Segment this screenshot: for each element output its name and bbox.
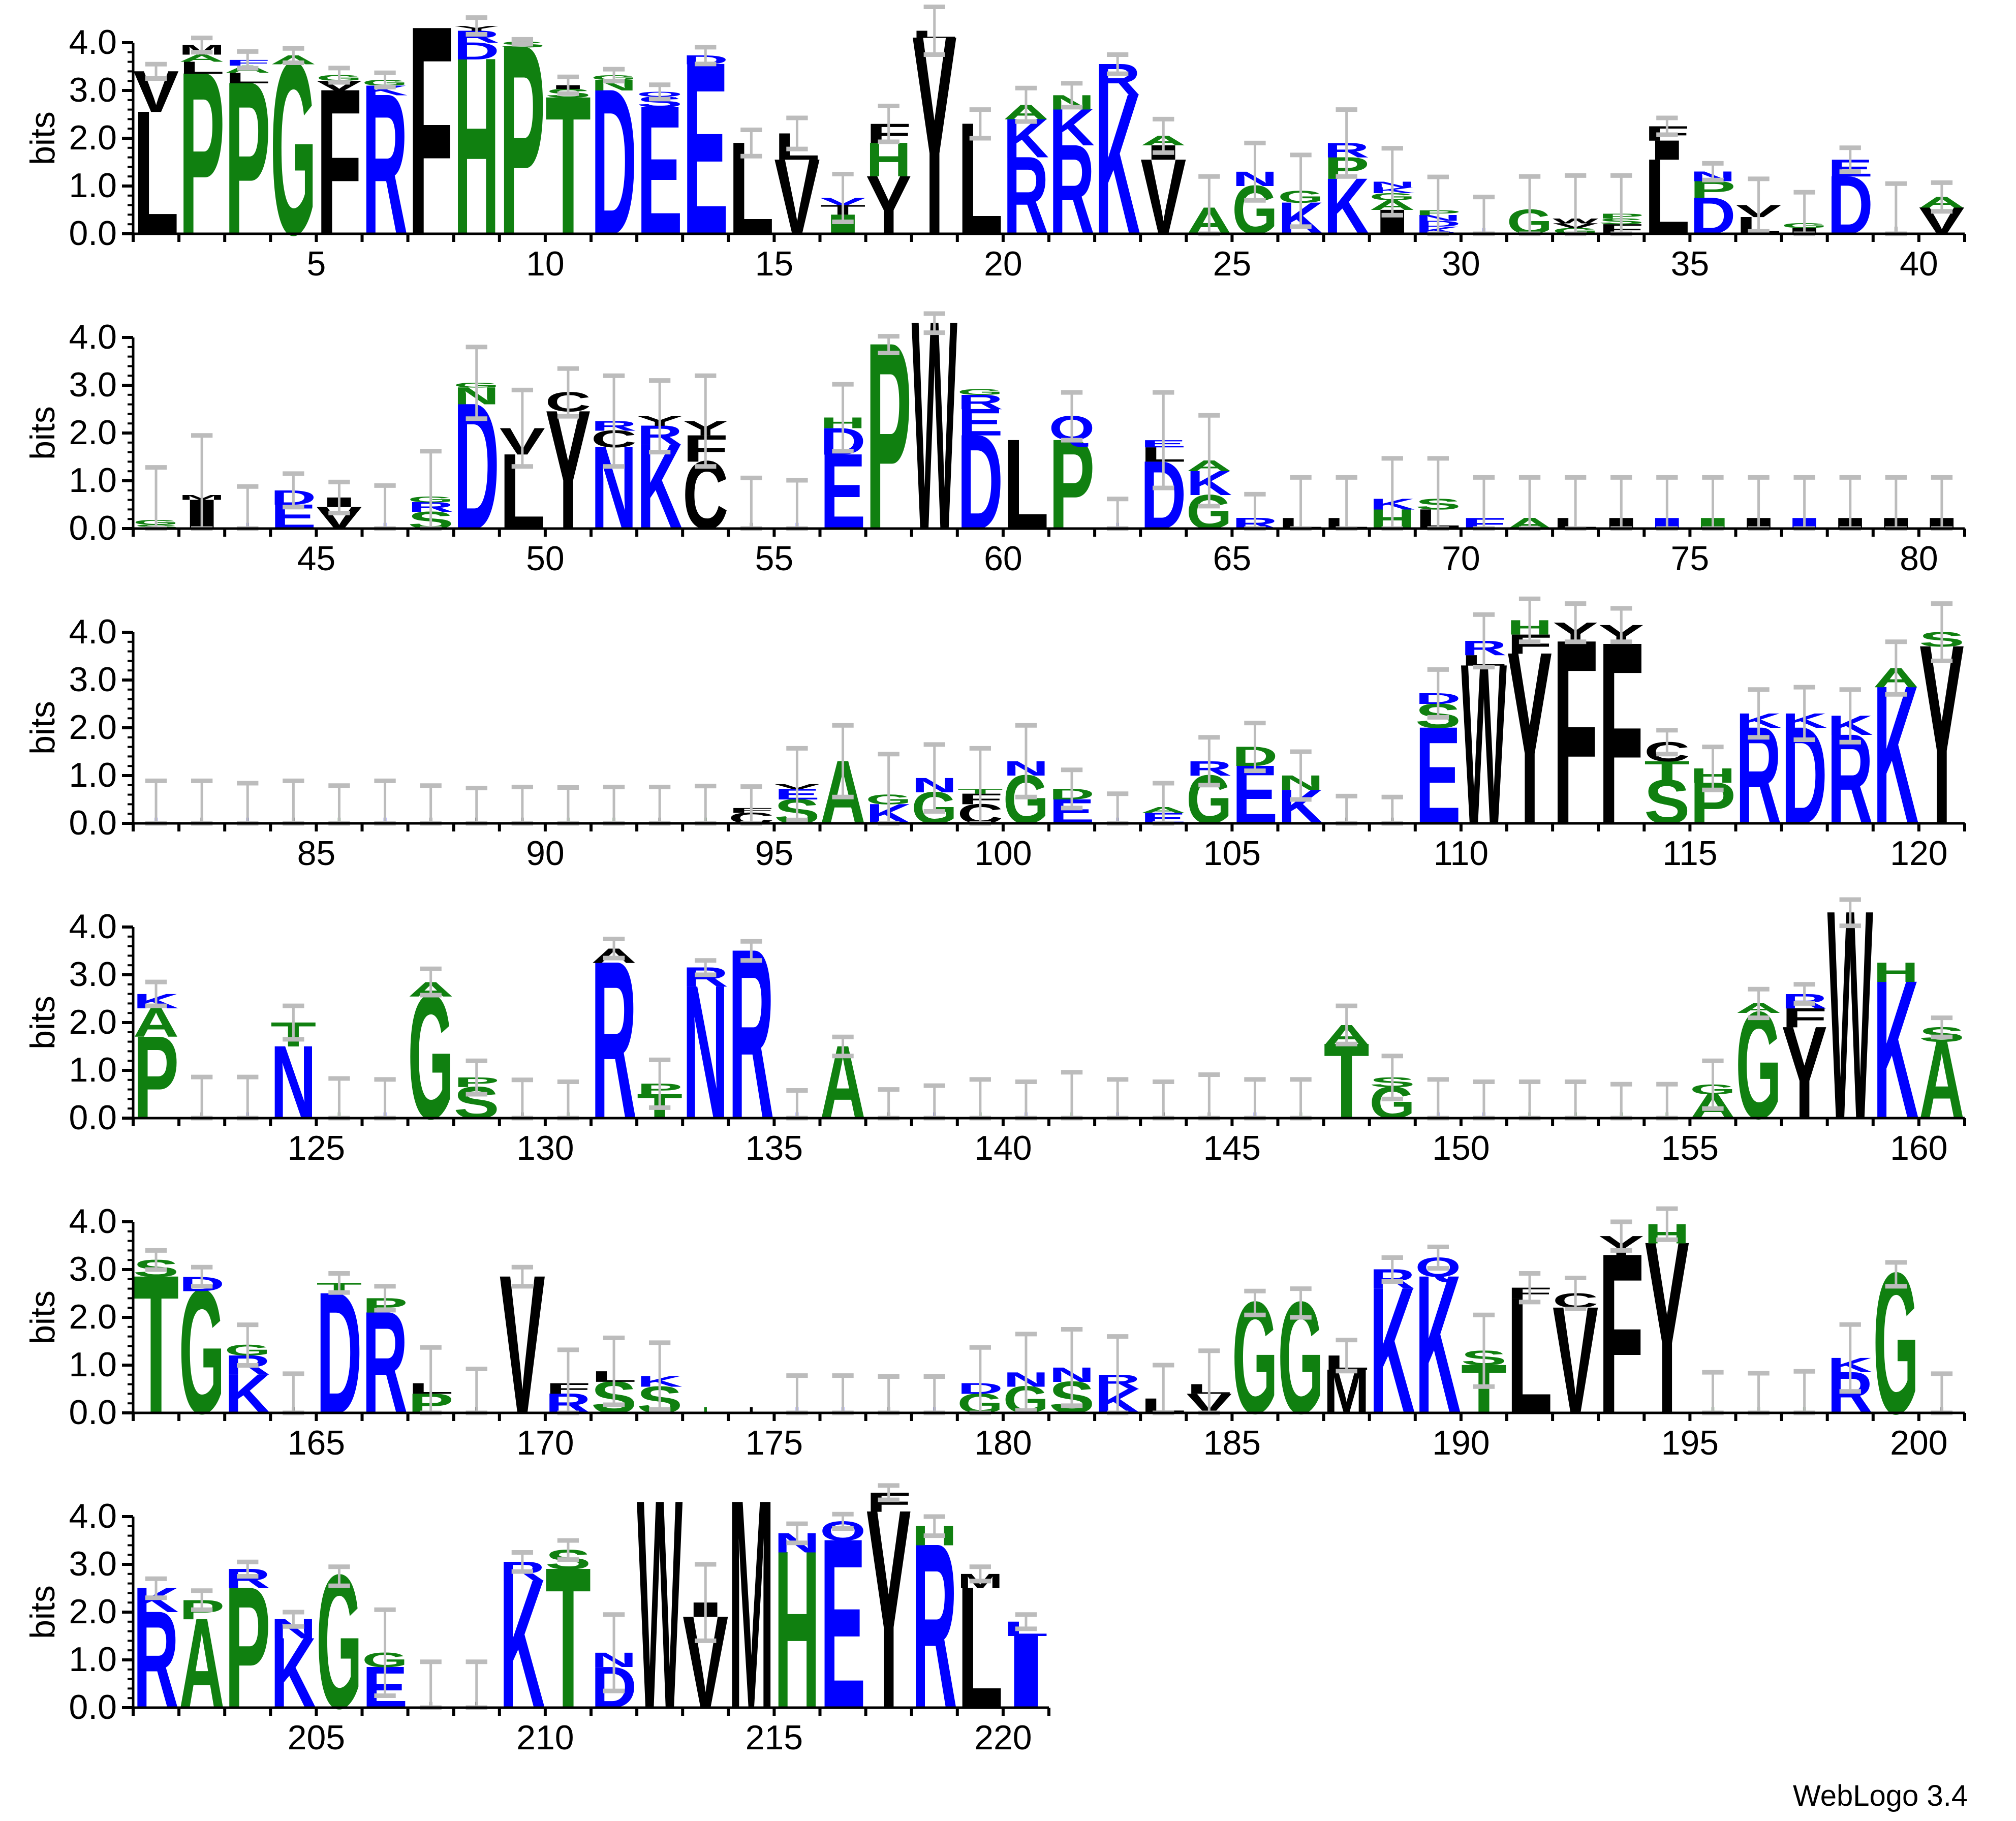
svg-text:60: 60 [984, 539, 1022, 578]
svg-text:195: 195 [1661, 1424, 1719, 1462]
svg-text:WebLogo 3.4: WebLogo 3.4 [1793, 1779, 1968, 1812]
svg-text:125: 125 [288, 1129, 345, 1167]
svg-text:1.0: 1.0 [69, 756, 117, 794]
svg-text:4.0: 4.0 [69, 318, 117, 356]
svg-text:bits: bits [23, 996, 62, 1050]
svg-text:155: 155 [1661, 1129, 1719, 1167]
svg-text:0.0: 0.0 [69, 804, 117, 842]
svg-text:2.0: 2.0 [69, 1592, 117, 1631]
svg-text:65: 65 [1213, 539, 1252, 578]
svg-text:100: 100 [974, 834, 1032, 873]
svg-text:bits: bits [23, 1290, 62, 1344]
svg-text:3.0: 3.0 [69, 1250, 117, 1288]
svg-text:1.0: 1.0 [69, 1345, 117, 1384]
svg-text:35: 35 [1671, 244, 1710, 283]
svg-text:1.0: 1.0 [69, 166, 117, 205]
svg-text:1.0: 1.0 [69, 461, 117, 500]
svg-text:4.0: 4.0 [69, 907, 117, 946]
svg-text:bits: bits [23, 701, 62, 755]
svg-text:20: 20 [984, 244, 1022, 283]
svg-text:95: 95 [755, 834, 794, 873]
svg-text:H: H [1873, 956, 1919, 988]
svg-text:80: 80 [1900, 539, 1938, 578]
svg-text:2.0: 2.0 [69, 1298, 117, 1336]
svg-text:2.0: 2.0 [69, 708, 117, 747]
svg-text:130: 130 [516, 1129, 574, 1167]
svg-text:T: T [957, 788, 1007, 795]
svg-text:75: 75 [1671, 539, 1710, 578]
svg-text:4.0: 4.0 [69, 612, 117, 651]
svg-text:bits: bits [23, 406, 62, 460]
svg-text:2.0: 2.0 [69, 118, 117, 157]
svg-text:85: 85 [297, 834, 336, 873]
svg-text:120: 120 [1890, 834, 1947, 873]
svg-text:5: 5 [306, 244, 326, 283]
svg-text:1.0: 1.0 [69, 1640, 117, 1679]
svg-text:165: 165 [288, 1424, 345, 1462]
svg-text:30: 30 [1442, 244, 1480, 283]
svg-text:bits: bits [23, 111, 62, 165]
svg-text:50: 50 [526, 539, 565, 578]
svg-text:215: 215 [746, 1718, 803, 1757]
svg-text:2.0: 2.0 [69, 413, 117, 452]
svg-text:4.0: 4.0 [69, 23, 117, 61]
svg-text:0.0: 0.0 [69, 509, 117, 547]
svg-text:bits: bits [23, 1585, 62, 1639]
svg-text:90: 90 [526, 834, 565, 873]
svg-text:3.0: 3.0 [69, 955, 117, 994]
svg-text:P: P [866, 286, 912, 585]
svg-text:220: 220 [974, 1718, 1032, 1757]
svg-text:40: 40 [1900, 244, 1938, 283]
svg-text:15: 15 [755, 244, 794, 283]
svg-text:2.0: 2.0 [69, 1003, 117, 1041]
svg-text:W: W [912, 258, 958, 592]
svg-text:210: 210 [516, 1718, 574, 1757]
svg-text:0.0: 0.0 [69, 1688, 117, 1726]
svg-text:70: 70 [1442, 539, 1480, 578]
svg-text:L: L [1003, 412, 1049, 556]
svg-text:G: G [957, 388, 1003, 397]
svg-text:55: 55 [755, 539, 794, 578]
svg-text:170: 170 [516, 1424, 574, 1462]
svg-text:4.0: 4.0 [69, 1497, 117, 1535]
svg-text:0.0: 0.0 [69, 1393, 117, 1432]
svg-text:1.0: 1.0 [69, 1051, 117, 1089]
svg-text:180: 180 [974, 1424, 1032, 1462]
svg-text:200: 200 [1890, 1424, 1947, 1462]
svg-text:135: 135 [746, 1129, 803, 1167]
svg-text:W: W [637, 1437, 683, 1771]
svg-text:25: 25 [1213, 244, 1252, 283]
svg-text:3.0: 3.0 [69, 1545, 117, 1583]
svg-text:110: 110 [1434, 834, 1488, 873]
svg-text:F: F [408, 0, 454, 297]
svg-text:145: 145 [1203, 1129, 1261, 1167]
svg-text:3.0: 3.0 [69, 71, 117, 109]
svg-text:190: 190 [1432, 1424, 1490, 1462]
svg-text:185: 185 [1203, 1424, 1261, 1462]
svg-text:3.0: 3.0 [69, 660, 117, 699]
svg-text:105: 105 [1203, 834, 1261, 873]
svg-text:205: 205 [288, 1718, 345, 1757]
svg-text:V: V [774, 783, 824, 790]
svg-text:10: 10 [526, 244, 565, 283]
svg-text:3.0: 3.0 [69, 365, 117, 404]
svg-text:150: 150 [1432, 1129, 1490, 1167]
svg-text:115: 115 [1662, 834, 1717, 873]
svg-text:0.0: 0.0 [69, 1098, 117, 1137]
svg-text:160: 160 [1890, 1129, 1947, 1167]
svg-text:140: 140 [974, 1129, 1032, 1167]
svg-text:0.0: 0.0 [69, 214, 117, 253]
svg-text:45: 45 [297, 539, 336, 578]
svg-text:4.0: 4.0 [69, 1202, 117, 1241]
